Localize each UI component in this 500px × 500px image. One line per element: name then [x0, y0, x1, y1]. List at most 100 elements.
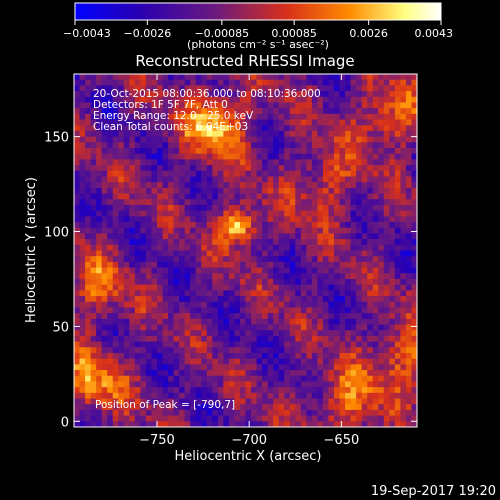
- heatmap-cell: [151, 290, 158, 297]
- heatmap-cell: [339, 96, 346, 103]
- heatmap-cell: [228, 250, 235, 257]
- heatmap-cell: [173, 284, 180, 291]
- heatmap-cell: [328, 199, 335, 206]
- heatmap-cell: [118, 381, 125, 388]
- heatmap-cell: [145, 415, 152, 422]
- heatmap-cell: [85, 170, 91, 177]
- heatmap-cell: [356, 364, 363, 371]
- heatmap-cell: [350, 170, 357, 177]
- heatmap-cell: [289, 273, 296, 280]
- heatmap-cell: [162, 284, 169, 291]
- heatmap-cell: [151, 204, 158, 212]
- heatmap-cell: [217, 381, 224, 388]
- heatmap-cell: [112, 284, 119, 291]
- heatmap-cell: [245, 352, 252, 360]
- heatmap-cell: [345, 307, 352, 314]
- heatmap-cell: [85, 335, 91, 342]
- heatmap-cell: [101, 409, 108, 417]
- heatmap-cell: [173, 153, 180, 160]
- heatmap-cell: [239, 130, 246, 138]
- heatmap-cell: [405, 79, 412, 86]
- heatmap-cell: [361, 125, 368, 132]
- heatmap-cell: [162, 313, 169, 320]
- heatmap-cell: [345, 290, 352, 297]
- heatmap-cell: [356, 182, 363, 189]
- heatmap-cell: [190, 318, 197, 325]
- heatmap-cell: [273, 182, 280, 189]
- heatmap-cell: [206, 267, 213, 274]
- heatmap-cell: [356, 102, 363, 109]
- heatmap-cell: [140, 165, 147, 172]
- heatmap-cell: [184, 415, 191, 422]
- heatmap-cell: [129, 307, 136, 314]
- heatmap-cell: [322, 210, 329, 217]
- heatmap-cell: [107, 256, 114, 263]
- heatmap-cell: [151, 216, 158, 223]
- heatmap-cell: [134, 187, 141, 194]
- heatmap-cell: [339, 182, 346, 189]
- heatmap-cell: [389, 398, 396, 405]
- heatmap-cell: [306, 96, 313, 103]
- heatmap-cell: [90, 307, 97, 314]
- heatmap-cell: [245, 387, 252, 394]
- heatmap-cell: [405, 193, 412, 200]
- heatmap-cell: [394, 204, 401, 212]
- heatmap-cell: [79, 375, 86, 382]
- heatmap-cell: [372, 244, 379, 251]
- heatmap-cell: [295, 79, 302, 86]
- heatmap-cell: [295, 210, 302, 217]
- heatmap-cell: [311, 370, 318, 377]
- heatmap-cell: [295, 136, 302, 143]
- heatmap-cell: [400, 301, 407, 308]
- heatmap-cell: [129, 91, 136, 98]
- heatmap-cell: [96, 301, 103, 308]
- heatmap-cell: [74, 125, 80, 132]
- heatmap-cell: [90, 415, 97, 422]
- heatmap-cell: [411, 74, 418, 81]
- heatmap-cell: [389, 113, 396, 120]
- heatmap-cell: [168, 130, 174, 138]
- heatmap-cell: [251, 244, 257, 251]
- heatmap-cell: [101, 74, 108, 81]
- heatmap-cell: [206, 256, 213, 263]
- heatmap-cell: [168, 301, 174, 308]
- heatmap-cell: [156, 296, 163, 303]
- heatmap-cell: [90, 352, 97, 360]
- heatmap-cell: [85, 204, 91, 212]
- heatmap-cell: [223, 216, 230, 223]
- heatmap-cell: [195, 387, 202, 394]
- heatmap-cell: [306, 176, 313, 183]
- heatmap-cell: [217, 358, 224, 365]
- heatmap-cell: [145, 91, 152, 98]
- heatmap-cell: [372, 91, 379, 98]
- heatmap-cell: [118, 375, 125, 382]
- heatmap-cell: [217, 330, 224, 337]
- heatmap-cell: [145, 79, 152, 86]
- heatmap-cell: [278, 182, 285, 189]
- heatmap-cell: [389, 284, 396, 291]
- heatmap-cell: [350, 318, 357, 325]
- heatmap-cell: [356, 142, 363, 149]
- heatmap-cell: [300, 96, 307, 103]
- heatmap-cell: [107, 96, 114, 103]
- heatmap-cell: [356, 313, 363, 320]
- heatmap-cell: [96, 335, 103, 342]
- heatmap-cell: [328, 267, 335, 274]
- heatmap-cell: [134, 296, 141, 303]
- heatmap-cell: [273, 307, 280, 314]
- heatmap-cell: [300, 148, 307, 155]
- heatmap-cell: [201, 233, 208, 240]
- heatmap-cell: [134, 273, 141, 280]
- heatmap-cell: [201, 153, 208, 160]
- colorbar-unit-label: (photons cm⁻² s⁻¹ asec⁻²): [187, 38, 329, 51]
- heatmap-cell: [156, 125, 163, 132]
- heatmap-cell: [79, 102, 86, 109]
- heatmap-cell: [372, 96, 379, 103]
- heatmap-cell: [173, 233, 180, 240]
- heatmap-cell: [206, 222, 213, 229]
- heatmap-cell: [339, 330, 346, 337]
- heatmap-cell: [262, 341, 269, 348]
- heatmap-cell: [267, 153, 274, 160]
- heatmap-cell: [168, 375, 174, 382]
- heatmap-cell: [156, 358, 163, 365]
